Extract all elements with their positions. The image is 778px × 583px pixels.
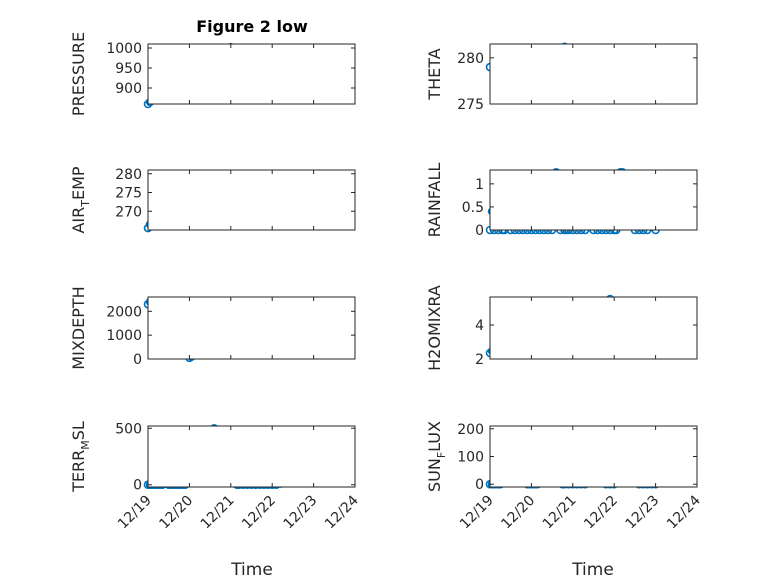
axes-frame [489, 169, 698, 231]
y-axis-label: PRESSURE [69, 32, 88, 116]
axes-frame [489, 425, 698, 488]
axes-frame [489, 43, 698, 105]
y-tick-label: 270 [115, 204, 142, 220]
y-tick-label: 0.5 [462, 200, 484, 216]
y-axis-label: RAINFALL [425, 163, 444, 238]
y-tick-label: 200 [457, 422, 484, 438]
y-axis-label: SUNFLUX [425, 421, 448, 492]
x-tick-label: 12/23 [281, 493, 321, 533]
subplot-6: 2 4 H2OMIXRA [425, 285, 698, 371]
y-axis-label: MIXDEPTH [69, 286, 88, 369]
x-tick-label: 12/22 [239, 493, 279, 533]
x-tick-label: 12/21 [198, 493, 238, 533]
subplot-2: 275 280 THETA [425, 42, 698, 113]
x-tick-label: 12/19 [115, 493, 155, 533]
y-tick-label: 900 [115, 81, 142, 97]
y-tick-label: 2 [475, 352, 484, 368]
y-axis-label: TERRMSL [69, 421, 92, 493]
x-tick-label: 12/19 [457, 493, 497, 533]
y-tick-label: 275 [115, 186, 142, 202]
y-tick-label: 1 [475, 177, 484, 193]
y-tick-label: 0 [133, 478, 142, 494]
axes-frame [147, 43, 356, 105]
y-tick-label: 500 [115, 421, 142, 437]
axes-frame [489, 296, 698, 360]
subplot-1: 900 950 1000 PRESSURE [69, 32, 356, 116]
y-tick-label: 100 [457, 450, 484, 466]
axes-frame [147, 296, 356, 360]
y-tick-label: 0 [133, 352, 142, 368]
y-tick-label: 1000 [106, 328, 142, 344]
subplot-7: 0 500 12/19 12/20 12/21 12/22 12/23 12/24 TERRMS… [69, 421, 362, 532]
y-axis-label: AIRTEMP [69, 166, 92, 233]
subplot-4: 0 0.5 1 RAINFALL [425, 163, 698, 239]
y-tick-label: 4 [475, 318, 484, 334]
y-tick-label: 0 [475, 223, 484, 239]
subplot-3: 270 275 280 AIRTEMP [69, 166, 356, 234]
axes-frame [147, 425, 356, 488]
y-tick-label: 2000 [106, 304, 142, 320]
y-tick-label: 280 [115, 167, 142, 183]
x-tick-label: 12/20 [498, 493, 538, 533]
axes-frame [147, 169, 356, 231]
x-tick-label: 12/24 [664, 492, 704, 532]
y-axis-label: THETA [425, 48, 444, 100]
x-axis-label-left: Time [230, 560, 273, 580]
y-axis-label: H2OMIXRA [425, 285, 444, 371]
x-axis-label-right: Time [571, 560, 614, 580]
x-tick-label: 12/22 [581, 493, 621, 533]
y-tick-label: 280 [457, 51, 484, 67]
y-tick-label: 1000 [106, 41, 142, 57]
y-tick-label: 0 [475, 477, 484, 493]
x-tick-label: 12/20 [156, 493, 196, 533]
subplot-5: 0 1000 2000 MIXDEPTH [69, 286, 356, 370]
y-tick-label: 950 [115, 61, 142, 77]
x-tick-label: 12/23 [623, 493, 663, 533]
y-tick-label: 275 [457, 97, 484, 113]
x-tick-label: 12/21 [540, 493, 580, 533]
x-tick-label: 12/24 [322, 492, 362, 532]
subplot-8: 0 100 200 12/19 12/20 12/21 12/22 12/23 12/24 SUN… [425, 421, 704, 532]
figure-title: Figure 2 low [196, 17, 308, 36]
